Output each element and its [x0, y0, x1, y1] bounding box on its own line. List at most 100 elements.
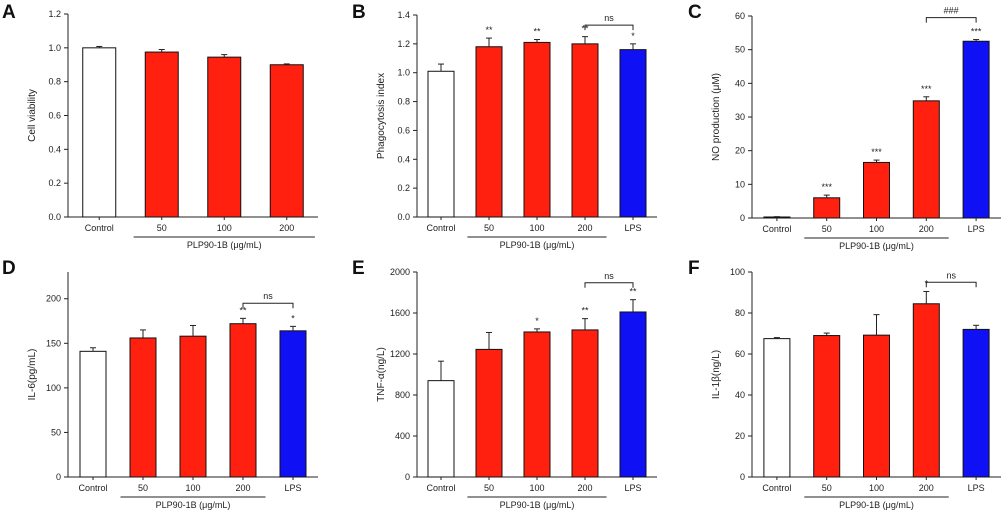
x-tick-label: 200 [919, 224, 934, 234]
y-tick-label: 0.6 [48, 111, 61, 121]
y-tick-label: 0 [740, 213, 745, 223]
group-label: PLP90-1B (μg/mL) [156, 500, 231, 510]
bar-200 [229, 323, 257, 478]
x-tick-label: 50 [822, 224, 832, 234]
significance-label: ** [239, 305, 247, 315]
y-tick-label: 1200 [390, 349, 410, 359]
y-tick-label: 400 [395, 431, 410, 441]
x-tick-label: 100 [217, 223, 232, 233]
significance-label: *** [821, 182, 832, 192]
x-tick-label: 200 [235, 483, 250, 493]
x-tick-label: Control [762, 483, 791, 493]
x-tick-label: 200 [919, 483, 934, 493]
x-tick-label: LPS [624, 483, 641, 493]
y-tick-label: 1.2 [397, 39, 410, 49]
x-tick-label: Control [85, 223, 114, 233]
x-tick-label: 200 [577, 483, 592, 493]
y-axis-label: IL-1β(ng/L) [711, 350, 722, 399]
x-tick-label: 200 [577, 223, 592, 233]
x-tick-label: 50 [138, 483, 148, 493]
significance-label: ** [629, 287, 637, 297]
group-label: PLP90-1B (μg/mL) [839, 500, 914, 510]
x-tick-label: 100 [869, 224, 884, 234]
panel-a: A 0.0 0.2 0.4 0.6 0.8 1.0 1.2 Cell viability Cont… [2, 2, 318, 250]
y-tick-label: 1.0 [397, 68, 410, 78]
bar-100 [179, 335, 207, 478]
x-tick-label: Control [762, 224, 791, 234]
significance-label: *** [971, 27, 982, 37]
group-label: PLP90-1B (μg/mL) [500, 500, 575, 510]
y-tick-label: 0.0 [397, 212, 410, 222]
bar-50 [144, 51, 179, 218]
panel-e: E 0 400 800 1200 1600 2000 TNF-α(ng/L) Control 50… [352, 258, 657, 510]
x-tick-label: 100 [529, 483, 544, 493]
comparison-bracket [584, 24, 634, 31]
y-tick-label: 20 [735, 431, 745, 441]
y-tick-label: 0.8 [397, 97, 410, 107]
x-tick-label: 100 [185, 483, 200, 493]
x-tick-label: 50 [484, 223, 494, 233]
bar-lps [619, 311, 647, 478]
y-axis-label: NO production (μM) [711, 73, 722, 161]
bracket-label: ns [604, 13, 614, 23]
y-tick-label: 150 [46, 338, 61, 348]
significance-label: * [631, 31, 635, 41]
y-tick-label: 0.0 [48, 212, 61, 222]
panel-letter: E [352, 258, 365, 279]
bar-control [82, 47, 117, 218]
bar-200 [269, 64, 304, 218]
y-tick-label: 60 [735, 349, 745, 359]
bracket-label: ns [263, 291, 273, 301]
y-tick-label: 1.2 [48, 9, 61, 19]
significance-label: ** [581, 306, 589, 316]
bar-lps [619, 49, 647, 218]
x-tick-label: Control [426, 483, 455, 493]
bar-100 [523, 41, 551, 218]
y-tick-label: 40 [735, 78, 745, 88]
y-axis-label: Phagocytosis index [376, 73, 387, 159]
y-tick-label: 80 [735, 308, 745, 318]
comparison-bracket [584, 282, 634, 288]
panel-letter: C [688, 2, 702, 23]
y-axis-label: TNF-α(ng/L) [376, 347, 387, 402]
significance-label: ** [485, 25, 493, 35]
bar-control [427, 70, 455, 218]
x-tick-label: 100 [869, 483, 884, 493]
bar-100 [207, 56, 242, 218]
comparison-bracket [925, 281, 977, 288]
panel-letter: D [2, 258, 16, 279]
significance-label: * [535, 316, 539, 326]
y-tick-label: 200 [46, 294, 61, 304]
bar-100 [523, 331, 551, 478]
y-tick-label: 2000 [390, 267, 410, 277]
bar-control [763, 338, 791, 478]
significance-label: ** [533, 27, 541, 37]
bar-200 [571, 329, 599, 478]
y-tick-label: 50 [51, 427, 61, 437]
panel-letter: F [688, 258, 700, 279]
y-tick-label: 0 [56, 472, 61, 482]
x-tick-label: 50 [484, 483, 494, 493]
bracket-label: ### [944, 6, 959, 16]
x-tick-label: 50 [822, 483, 832, 493]
panel-c: C 0 10 20 30 40 50 60 NO production (μM) Control *… [688, 2, 1001, 251]
bar-control [427, 380, 455, 478]
significance-label: *** [921, 84, 932, 94]
bar-50 [129, 337, 157, 478]
bar-control [79, 350, 107, 478]
bar-200 [912, 303, 940, 478]
y-tick-label: 0.8 [48, 77, 61, 87]
y-tick-label: 100 [46, 383, 61, 393]
group-label: PLP90-1B (μg/mL) [187, 240, 262, 250]
y-tick-label: 10 [735, 179, 745, 189]
y-tick-label: 1600 [390, 308, 410, 318]
x-tick-label: LPS [284, 483, 301, 493]
bar-50 [813, 197, 841, 219]
panel-letter: A [2, 2, 16, 23]
panel-d: D 0 50 100 150 200 IL-6(pg/mL) Control 50 100 ** 20… [2, 258, 318, 510]
y-tick-label: 100 [730, 267, 745, 277]
y-tick-label: 0.4 [397, 154, 410, 164]
y-tick-label: 40 [735, 390, 745, 400]
